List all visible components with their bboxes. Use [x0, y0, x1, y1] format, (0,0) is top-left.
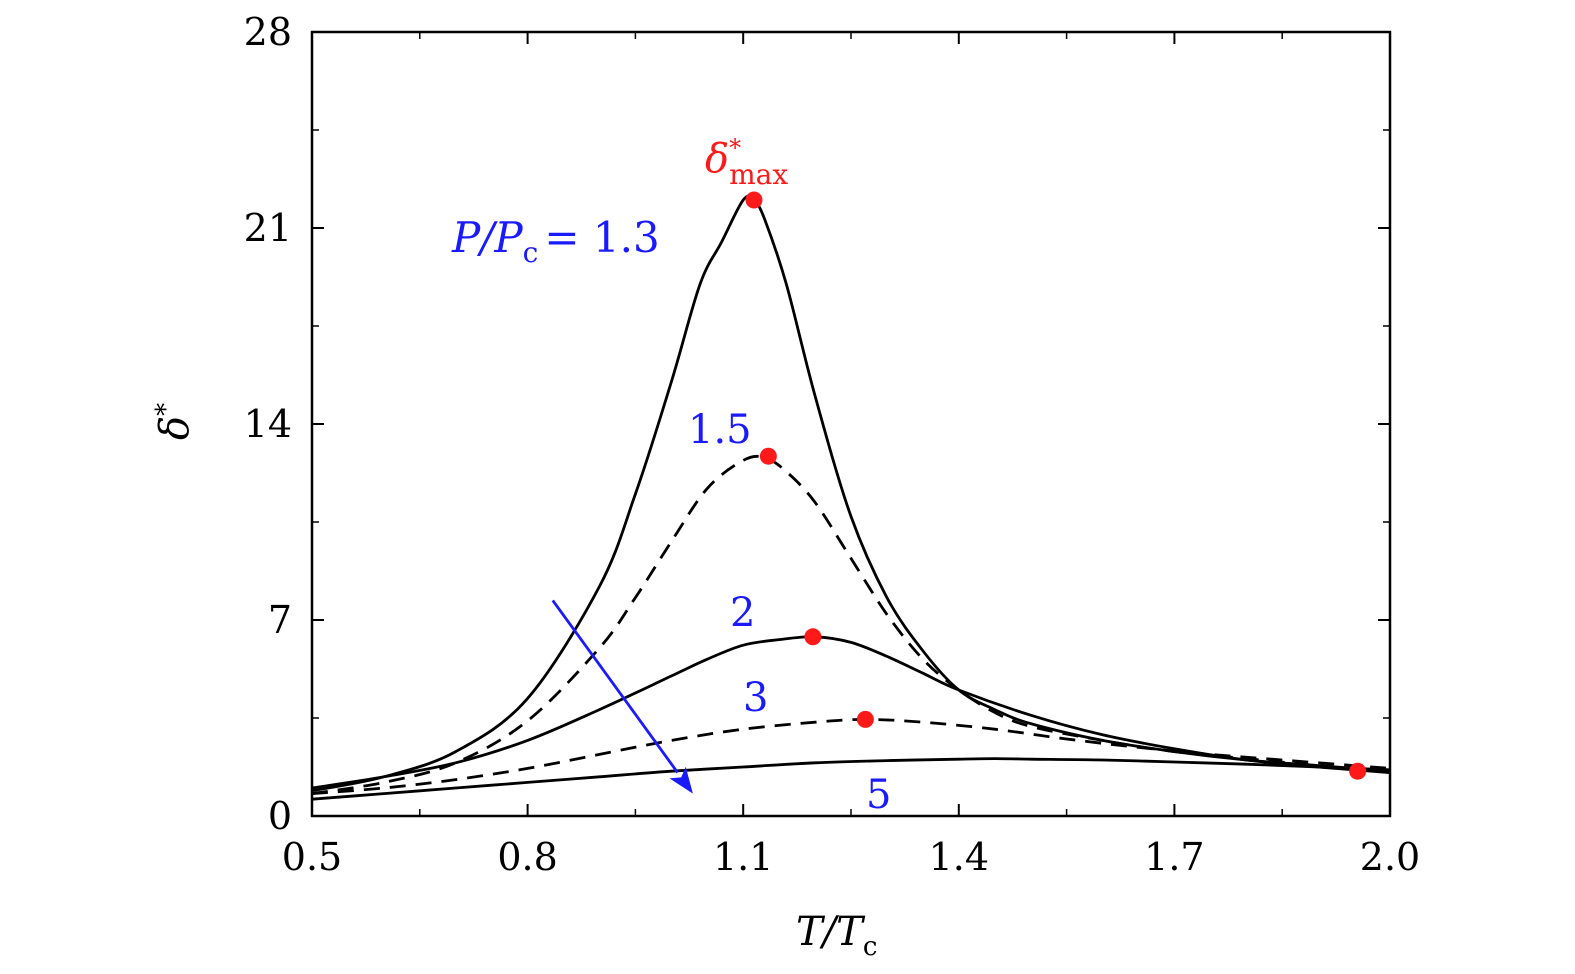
x-tick-label: 0.5 — [282, 835, 342, 879]
markers-layer — [745, 191, 1367, 780]
annotation-3: 3 — [743, 675, 768, 721]
delta-max-sup: * — [729, 134, 741, 162]
annotation-5: 5 — [866, 772, 891, 818]
annotation-2: 2 — [730, 590, 755, 636]
p-ratio-sub: c — [523, 236, 539, 269]
max-point-marker — [745, 191, 763, 209]
y-axis-title: δ* — [151, 403, 198, 440]
series-line-2 — [311, 454, 1391, 795]
series-line-4 — [311, 717, 1391, 795]
trend-arrow-head — [669, 766, 693, 794]
curves-layer — [311, 194, 1391, 801]
ticks-layer: 0.5 0.8 1.1 1.4 1.7 2.0 0 7 14 21 28 — [244, 10, 1421, 879]
y-axis-title-sup: * — [151, 403, 181, 416]
trend-arrow-shaft — [551, 599, 679, 774]
annotation-delta-max: δ* max — [705, 134, 788, 191]
x-tick-label: 1.1 — [713, 835, 773, 879]
series-line-5 — [311, 757, 1391, 801]
max-point-marker — [856, 710, 874, 728]
y-tick-label: 7 — [268, 598, 292, 642]
p-ratio-value: = 1.3 — [544, 213, 659, 262]
x-tick-label: 1.7 — [1144, 835, 1204, 879]
max-point-marker — [1349, 762, 1367, 780]
x-axis-title-main: T/T — [796, 909, 866, 955]
x-axis-title-sub: c — [863, 932, 878, 962]
p-ratio-symbol: P/P — [451, 213, 523, 262]
y-tick-label: 0 — [268, 794, 292, 838]
annotation-1-5: 1.5 — [688, 407, 752, 453]
x-axis-title: T/Tc — [796, 909, 877, 962]
y-tick-label: 21 — [244, 206, 292, 250]
x-tick-label: 2.0 — [1360, 835, 1420, 879]
x-tick-label: 1.4 — [929, 835, 989, 879]
x-tick-label: 0.8 — [497, 835, 557, 879]
y-axis-title-main: δ — [152, 416, 198, 440]
plot-frame — [310, 30, 1392, 818]
delta-max-sub: max — [729, 158, 788, 191]
y-tick-label: 14 — [244, 402, 292, 446]
arrow-layer — [551, 599, 693, 794]
series-line-1 — [311, 194, 1391, 793]
max-point-marker — [759, 447, 777, 465]
y-tick-label: 28 — [244, 10, 292, 54]
max-point-marker — [804, 628, 822, 646]
series-line-3 — [311, 635, 1391, 790]
annotation-p-ratio: P/Pc = 1.3 — [451, 213, 660, 269]
delta-max-symbol: δ — [705, 136, 729, 182]
